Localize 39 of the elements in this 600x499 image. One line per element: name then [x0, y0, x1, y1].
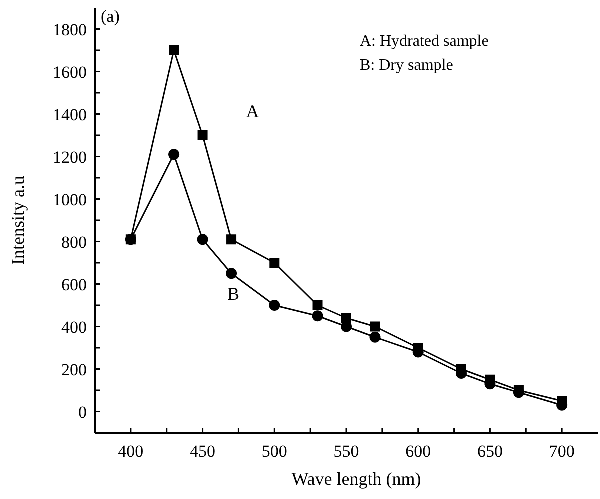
point — [197, 234, 208, 246]
x-axis-title: Wave length (nm) — [292, 469, 422, 489]
point — [342, 313, 352, 324]
x-tick-label: 550 — [334, 442, 360, 461]
y-tick-label: 1400 — [53, 105, 87, 124]
annotation: B: Dry sample — [360, 57, 454, 74]
point — [198, 130, 208, 140]
y-tick-label: 1000 — [53, 190, 87, 210]
text: A — [246, 102, 260, 122]
series-label: B — [228, 284, 240, 304]
point — [226, 234, 237, 245]
x-tick-label: 600 — [406, 442, 432, 461]
annotation: (a) — [101, 7, 120, 26]
x-tick-label: 700 — [549, 442, 575, 461]
y-tick-label: 200 — [62, 360, 87, 380]
point — [312, 310, 324, 322]
annotation: A: Hydrated sample — [360, 33, 489, 50]
point — [370, 332, 381, 343]
point — [370, 322, 380, 332]
point — [269, 300, 280, 311]
x-tick-label: 400 — [118, 442, 144, 461]
x-tick-label: 450 — [190, 442, 216, 461]
point — [312, 300, 323, 310]
x-tick-label: 650 — [477, 442, 503, 461]
y-tick-label: 600 — [62, 275, 87, 294]
x-tick-label: 500 — [262, 442, 288, 461]
point — [168, 149, 180, 160]
y-axis-title: Intensity a.u — [8, 176, 28, 265]
y-tick-label: 1600 — [53, 62, 87, 82]
point — [514, 386, 524, 396]
point — [169, 46, 180, 56]
point — [270, 258, 280, 268]
y-tick-label: 1200 — [53, 148, 87, 167]
y-tick-label: 1800 — [53, 20, 87, 40]
y-tick-label: 400 — [62, 318, 87, 337]
y-tick-label: 0 — [78, 402, 87, 422]
point — [126, 234, 136, 245]
y-tick-label: 800 — [62, 232, 87, 252]
point — [226, 268, 238, 280]
